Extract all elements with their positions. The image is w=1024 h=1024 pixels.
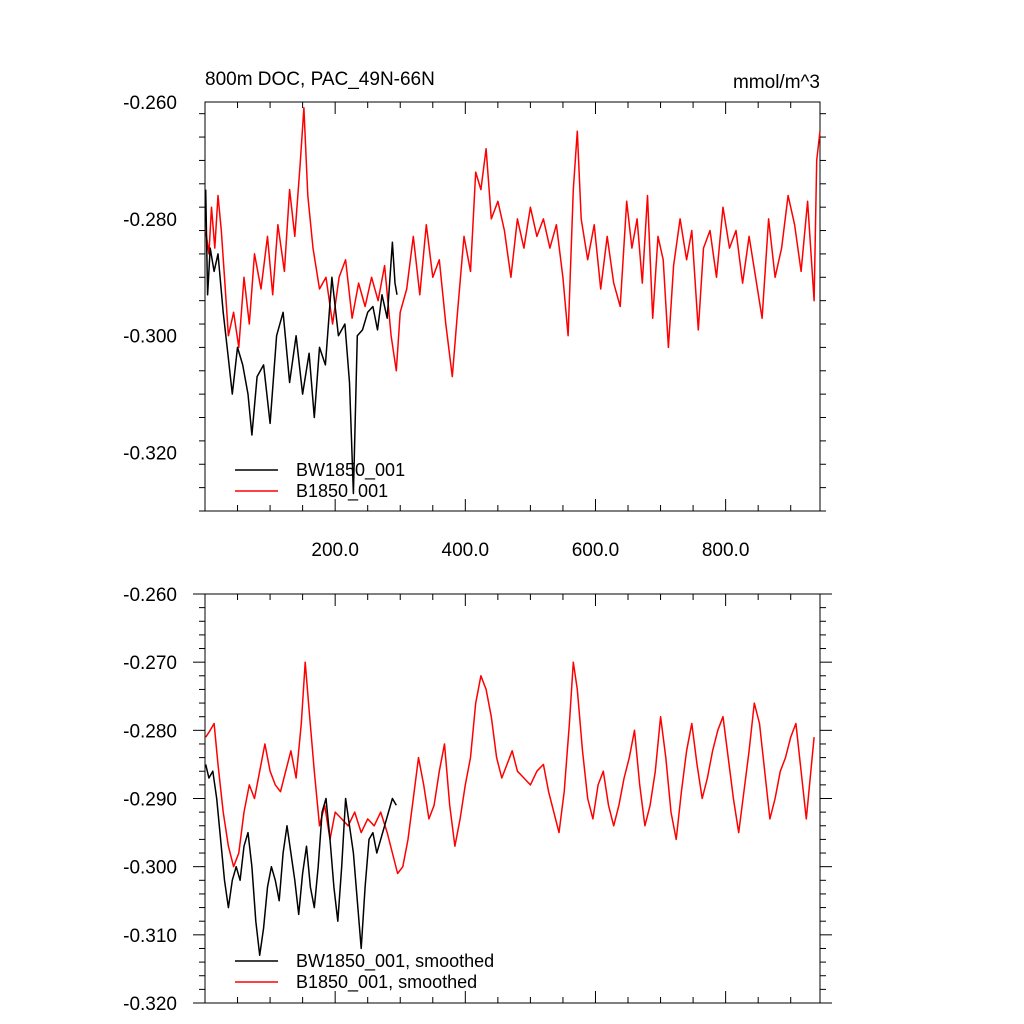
legend-label-bw1850-smoothed: BW1850_001, smoothed	[296, 951, 494, 972]
series-line-bw1850-001	[204, 189, 398, 495]
legend-bottom: BW1850_001, smoothed B1850_001, smoothed	[235, 951, 494, 993]
series-group-bottom	[204, 661, 815, 957]
legend-label-bw1850: BW1850_001	[296, 460, 405, 481]
plot-frame-top	[204, 101, 821, 512]
legend-label-b1850-smoothed: B1850_001, smoothed	[296, 972, 477, 993]
top-panel: 800m DOC, PAC_49N-66N mmol/m^3 -0.260-0.…	[123, 69, 826, 561]
legend-top: BW1850_001 B1850_001	[235, 460, 405, 502]
y-tick-labels-bottom: -0.260 -0.270 -0.280 -0.290 -0.300 -0.310 -0.3…	[123, 585, 177, 1015]
y-tick-label: -0.320	[123, 994, 177, 1015]
y-tick-label: -0.310	[123, 926, 177, 947]
y-tick-label: -0.300	[123, 327, 177, 348]
y-tick-label: -0.300	[123, 858, 177, 879]
bottom-panel: -0.260 -0.270 -0.280 -0.290 -0.300 -0.310 -0.3…	[123, 585, 832, 1015]
y-tick-label: -0.260	[123, 585, 177, 606]
y-tick-label: -0.320	[123, 444, 177, 465]
chart-title: 800m DOC, PAC_49N-66N	[205, 69, 435, 90]
y-tick-label: -0.290	[123, 790, 177, 811]
y-tick-label: -0.280	[123, 210, 177, 231]
x-tick-label: 600.0	[572, 540, 620, 561]
units-label: mmol/m^3	[733, 72, 820, 93]
x-tick-label: 800.0	[702, 540, 750, 561]
legend-label-b1850: B1850_001	[296, 481, 388, 502]
tick-marks-bottom	[193, 593, 832, 1004]
series-group-top	[204, 107, 821, 495]
x-tick-labels-top: 200.0 400.0 600.0 800.0	[311, 540, 749, 561]
tick-marks-top	[199, 102, 826, 512]
series-line-bw1850-001-smoothed	[204, 764, 397, 957]
x-tick-label: 200.0	[311, 540, 359, 561]
series-line-b1850-001-smoothed	[205, 661, 815, 875]
y-tick-labels-top: -0.260 -0.280 -0.300 -0.320	[123, 93, 177, 465]
x-tick-label: 400.0	[442, 540, 490, 561]
y-tick-label: -0.270	[123, 653, 177, 674]
plot-frame-bottom	[204, 593, 821, 1004]
y-tick-label: -0.260	[123, 93, 177, 114]
y-tick-label: -0.280	[123, 721, 177, 742]
series-line-b1850-001	[204, 107, 821, 378]
